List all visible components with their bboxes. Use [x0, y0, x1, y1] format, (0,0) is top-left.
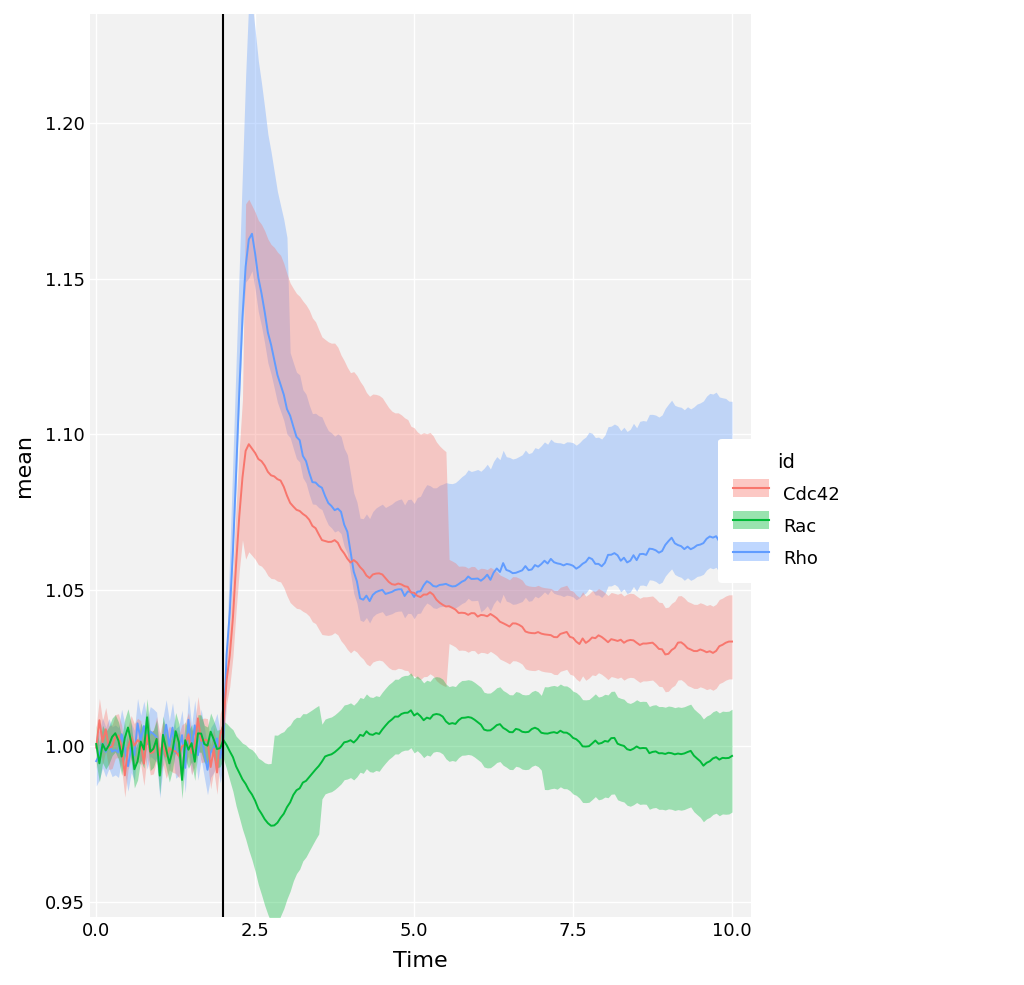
X-axis label: Time: Time [393, 952, 447, 971]
Legend: Cdc42, Rac, Rho: Cdc42, Rac, Rho [718, 438, 854, 582]
Y-axis label: mean: mean [14, 434, 34, 497]
